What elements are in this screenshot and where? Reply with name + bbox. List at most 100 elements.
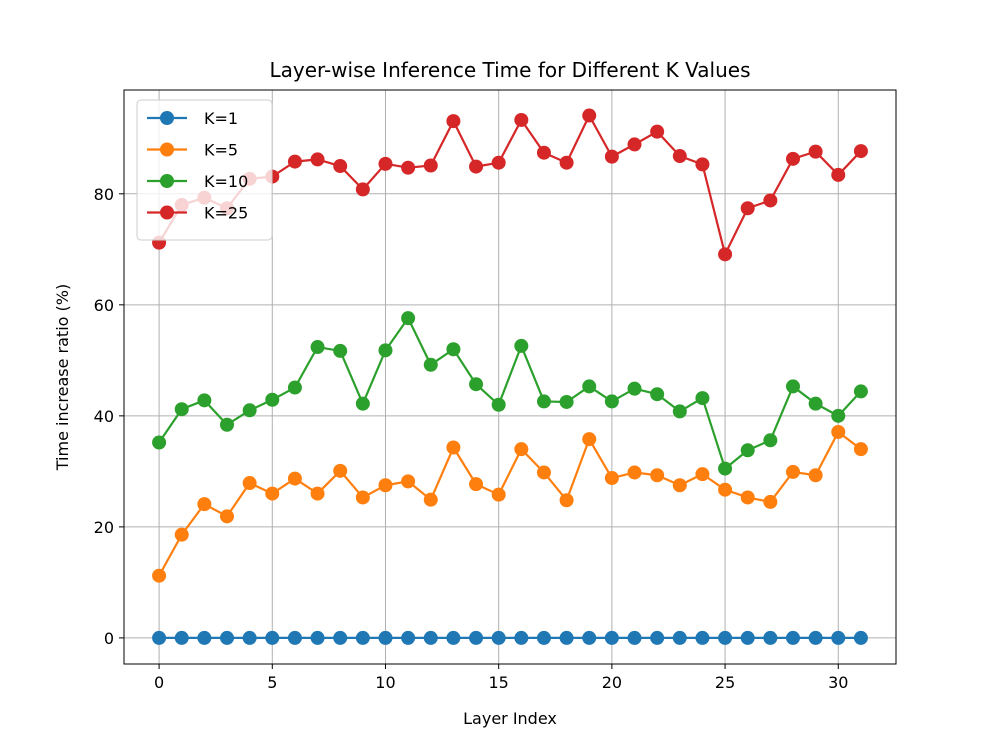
legend-marker xyxy=(160,205,174,220)
data-point xyxy=(695,391,710,406)
legend-marker xyxy=(160,111,174,125)
data-point xyxy=(355,396,370,411)
data-point xyxy=(831,630,846,645)
data-point xyxy=(378,343,393,358)
legend-label: K=10 xyxy=(204,172,248,191)
data-point xyxy=(287,154,302,169)
data-point xyxy=(718,630,733,645)
data-point xyxy=(152,568,167,583)
data-point xyxy=(265,486,280,501)
y-axis-label: Time increase ratio (%) xyxy=(53,284,72,471)
data-point xyxy=(333,159,348,174)
data-point xyxy=(242,476,257,491)
data-point xyxy=(604,471,619,486)
data-point xyxy=(469,159,484,174)
data-point xyxy=(174,402,189,417)
data-point xyxy=(310,486,325,501)
data-point xyxy=(378,630,393,645)
data-point xyxy=(446,630,461,645)
data-point xyxy=(763,494,778,509)
data-point xyxy=(650,468,665,483)
x-tick-label: 30 xyxy=(828,673,848,692)
legend-label: K=5 xyxy=(204,141,238,160)
data-point xyxy=(695,467,710,482)
data-point xyxy=(559,155,574,170)
data-point xyxy=(672,404,687,419)
data-point xyxy=(718,482,733,497)
data-point xyxy=(491,630,506,645)
x-tick-label: 10 xyxy=(375,673,395,692)
data-point xyxy=(627,630,642,645)
data-point xyxy=(423,158,438,173)
legend-item: K=25 xyxy=(147,204,248,223)
legend-label: K=1 xyxy=(204,109,238,128)
data-point xyxy=(514,630,529,645)
data-point xyxy=(152,435,167,450)
data-point xyxy=(514,338,529,353)
data-point xyxy=(265,392,280,407)
data-point xyxy=(378,156,393,171)
data-point xyxy=(287,380,302,395)
data-point xyxy=(242,630,257,645)
series-group xyxy=(152,108,868,645)
data-point xyxy=(763,193,778,208)
data-point xyxy=(469,477,484,492)
data-point xyxy=(401,630,416,645)
data-point xyxy=(627,137,642,152)
y-tick-label: 80 xyxy=(94,185,114,204)
data-point xyxy=(333,463,348,478)
data-point xyxy=(650,387,665,402)
data-point xyxy=(785,630,800,645)
data-point xyxy=(853,384,868,399)
data-point xyxy=(785,464,800,479)
data-point xyxy=(672,478,687,493)
data-point xyxy=(197,630,212,645)
data-point xyxy=(808,468,823,483)
data-point xyxy=(582,108,597,123)
data-point xyxy=(582,432,597,447)
legend: K=1 K=5 K=10 K=25 xyxy=(136,99,273,241)
data-point xyxy=(197,393,212,408)
chart-title: Layer-wise Inference Time for Different … xyxy=(269,58,750,82)
data-point xyxy=(220,509,235,524)
data-point xyxy=(333,630,348,645)
data-point xyxy=(695,630,710,645)
data-point xyxy=(310,630,325,645)
data-point xyxy=(672,630,687,645)
y-tick-label: 40 xyxy=(94,407,114,426)
data-point xyxy=(265,630,280,645)
y-tick-label: 0 xyxy=(104,629,114,648)
data-point xyxy=(423,492,438,507)
data-point xyxy=(355,630,370,645)
legend-item: K=10 xyxy=(147,172,248,191)
data-point xyxy=(220,417,235,432)
data-point xyxy=(740,490,755,505)
data-point xyxy=(740,630,755,645)
data-point xyxy=(401,311,416,326)
x-tick-label: 25 xyxy=(715,673,735,692)
series-k-1 xyxy=(152,630,868,645)
data-point xyxy=(831,167,846,182)
data-point xyxy=(536,630,551,645)
data-point xyxy=(491,155,506,170)
series-k-10 xyxy=(152,311,868,476)
data-point xyxy=(152,630,167,645)
series-k-5 xyxy=(152,424,868,583)
data-point xyxy=(650,630,665,645)
data-point xyxy=(333,343,348,358)
data-point xyxy=(287,471,302,486)
data-point xyxy=(604,149,619,164)
data-point xyxy=(672,149,687,164)
data-point xyxy=(831,408,846,423)
data-point xyxy=(536,465,551,480)
y-tick-label: 60 xyxy=(94,296,114,315)
data-point xyxy=(559,630,574,645)
data-point xyxy=(446,342,461,357)
data-point xyxy=(242,403,257,418)
data-point xyxy=(469,377,484,392)
data-point xyxy=(740,201,755,216)
data-point xyxy=(853,630,868,645)
x-tick-label: 20 xyxy=(602,673,622,692)
x-tick-label: 15 xyxy=(489,673,509,692)
data-point xyxy=(853,144,868,159)
